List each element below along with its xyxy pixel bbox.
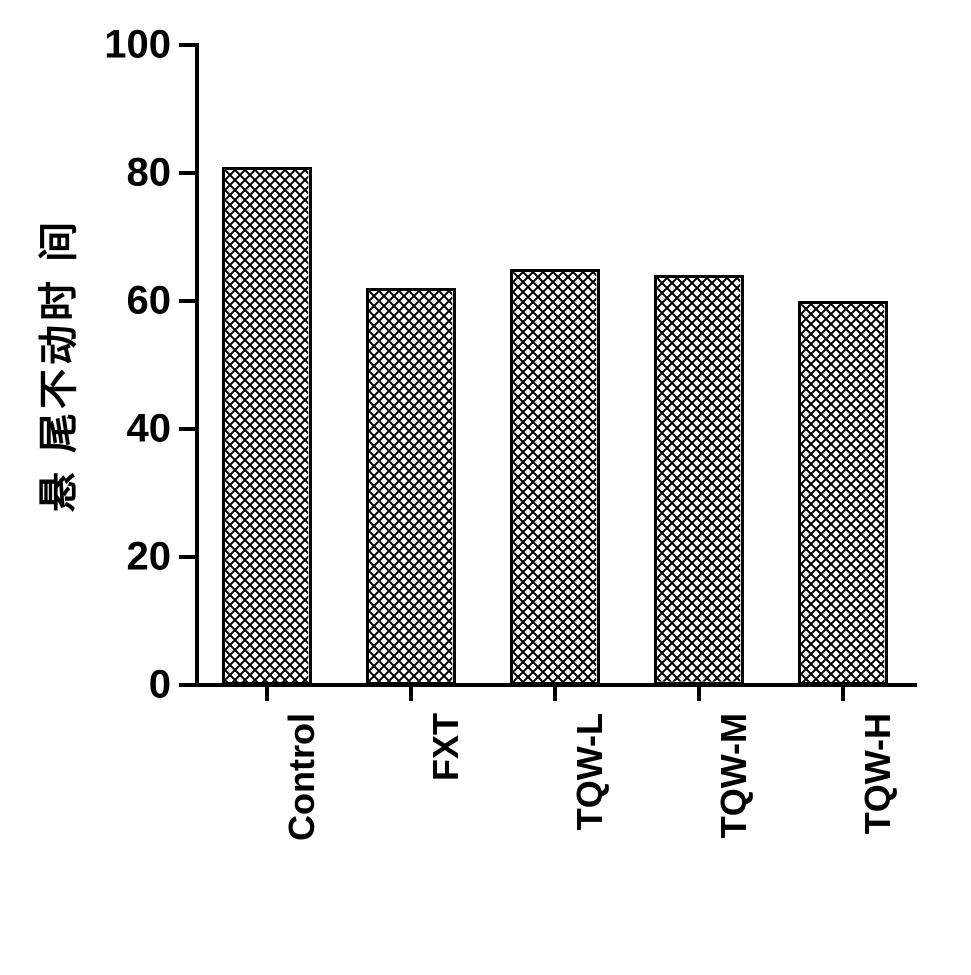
plot-area: 020406080100ControlFXTTQW-LTQW-MTQW-H [195,45,915,685]
y-tick [179,427,195,431]
bar [222,167,311,685]
bar [510,269,599,685]
y-tick [179,171,195,175]
x-category-label: Control [281,713,323,841]
bar [798,301,887,685]
y-tick-label: 60 [71,279,171,324]
y-tick-label: 0 [71,663,171,708]
y-tick [179,43,195,47]
y-tick-label: 100 [71,23,171,68]
x-tick [553,685,557,701]
y-tick-label: 20 [71,535,171,580]
y-tick-label: 40 [71,407,171,452]
x-category-label: TQW-M [713,713,755,838]
y-axis-title: 悬 尾不动时 间 [26,218,84,512]
x-category-label: TQW-H [857,713,899,834]
y-tick [179,683,195,687]
x-tick [409,685,413,701]
x-category-label: FXT [425,713,467,781]
y-tick-label: 80 [71,151,171,196]
x-tick [697,685,701,701]
x-tick [265,685,269,701]
bar [366,288,455,685]
x-tick [841,685,845,701]
y-axis-line [195,43,199,687]
y-tick [179,555,195,559]
y-tick [179,299,195,303]
bar [654,275,743,685]
x-category-label: TQW-L [569,713,611,830]
bar-chart: 悬 尾不动时 间 020406080100ControlFXTTQW-LTQW-… [0,0,971,975]
